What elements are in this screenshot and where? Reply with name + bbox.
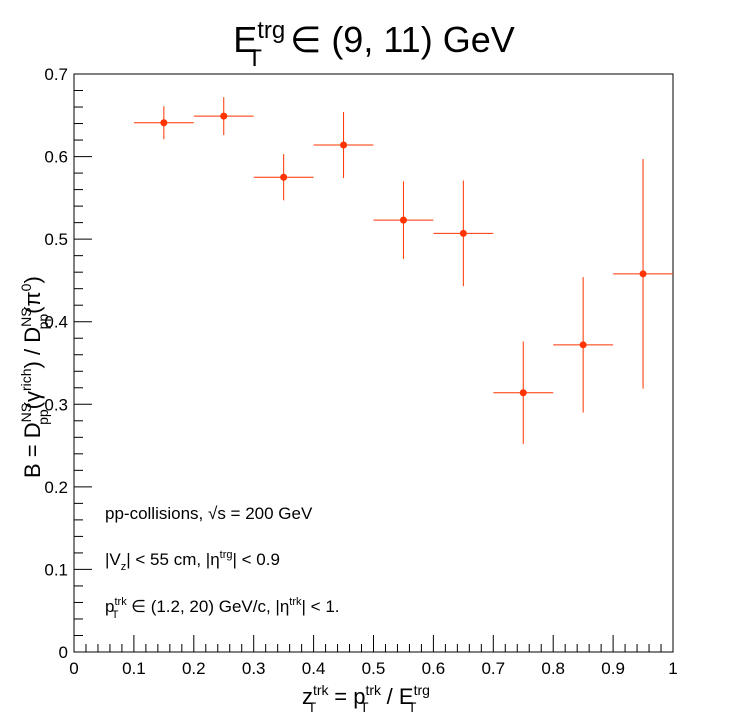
y-tick-label: 0.3: [44, 395, 68, 414]
y-axis: 0 0.1 0.2 0.3 0.4 0.5 0.6 0.7: [44, 65, 92, 662]
y-tick-label: 0.6: [44, 148, 68, 167]
data-point-marker: [639, 270, 647, 278]
x-tick-label: 0.1: [122, 659, 146, 678]
data-point-group: [493, 341, 554, 444]
chart-title: Etrg T ∈ (9, 11) GeV: [233, 17, 514, 72]
title-e: E: [233, 19, 257, 60]
y-tick-label: 0.2: [44, 478, 68, 497]
x-tick-label: 0.6: [422, 659, 446, 678]
x-axis: 0 0.1 0.2 0.3 0.4 0.5 0.6 0.7 0.8 0.9 1: [69, 635, 678, 678]
y-tick-label: 0.5: [44, 230, 68, 249]
x-tick-label: 0: [69, 659, 78, 678]
data-point-marker: [220, 112, 228, 120]
data-point-group: [253, 154, 314, 201]
data-point-marker: [519, 389, 527, 397]
y-tick-label: 0.7: [44, 65, 68, 84]
x-tick-label: 1: [668, 659, 677, 678]
x-tick-label: 0.2: [182, 659, 206, 678]
data-point-group: [133, 106, 194, 140]
x-tick-label: 0.5: [362, 659, 386, 678]
data-point-group: [613, 159, 673, 389]
y-tick-label: 0.4: [44, 313, 68, 332]
y-tick-label: 0.1: [44, 560, 68, 579]
data-point-marker: [340, 141, 348, 149]
title-sub: T: [247, 45, 262, 72]
data-point-group: [313, 111, 374, 179]
x-tick-label: 0.8: [541, 659, 565, 678]
x-tick-label: 0.4: [302, 659, 326, 678]
data-point-marker: [280, 173, 288, 181]
x-axis-label: ztrk T = ptrk T / Etrg T: [302, 682, 430, 715]
data-point-marker: [459, 229, 467, 237]
y-axis-label: B = DNSpp(γrich) / DNSpp(π0): [18, 276, 51, 478]
annotation-collisions: pp-collisions, √s = 200 GeV: [105, 504, 313, 523]
data-point-marker: [579, 341, 587, 349]
y-tick-label: 0: [59, 643, 68, 662]
x-tick-label: 0.7: [481, 659, 505, 678]
data-point-group: [193, 97, 254, 136]
data-point-group: [433, 180, 494, 287]
x-tick-label: 0.3: [242, 659, 266, 678]
data-point-marker: [399, 216, 407, 224]
data-point-group: [373, 181, 434, 259]
data-layer: [133, 97, 673, 444]
data-point-group: [553, 277, 614, 413]
title-rest: ∈ (9, 11) GeV: [280, 19, 515, 60]
data-point-marker: [160, 119, 168, 127]
title-sup: trg: [257, 17, 285, 44]
annotation-track-cut: ptrk T ∈ (1.2, 20) GeV/c, |ηtrk| < 1.: [105, 596, 340, 621]
x-tick-label: 0.9: [601, 659, 625, 678]
annotation-vertex-cut: |Vz| < 55 cm, |ηtrg| < 0.9: [105, 549, 280, 573]
